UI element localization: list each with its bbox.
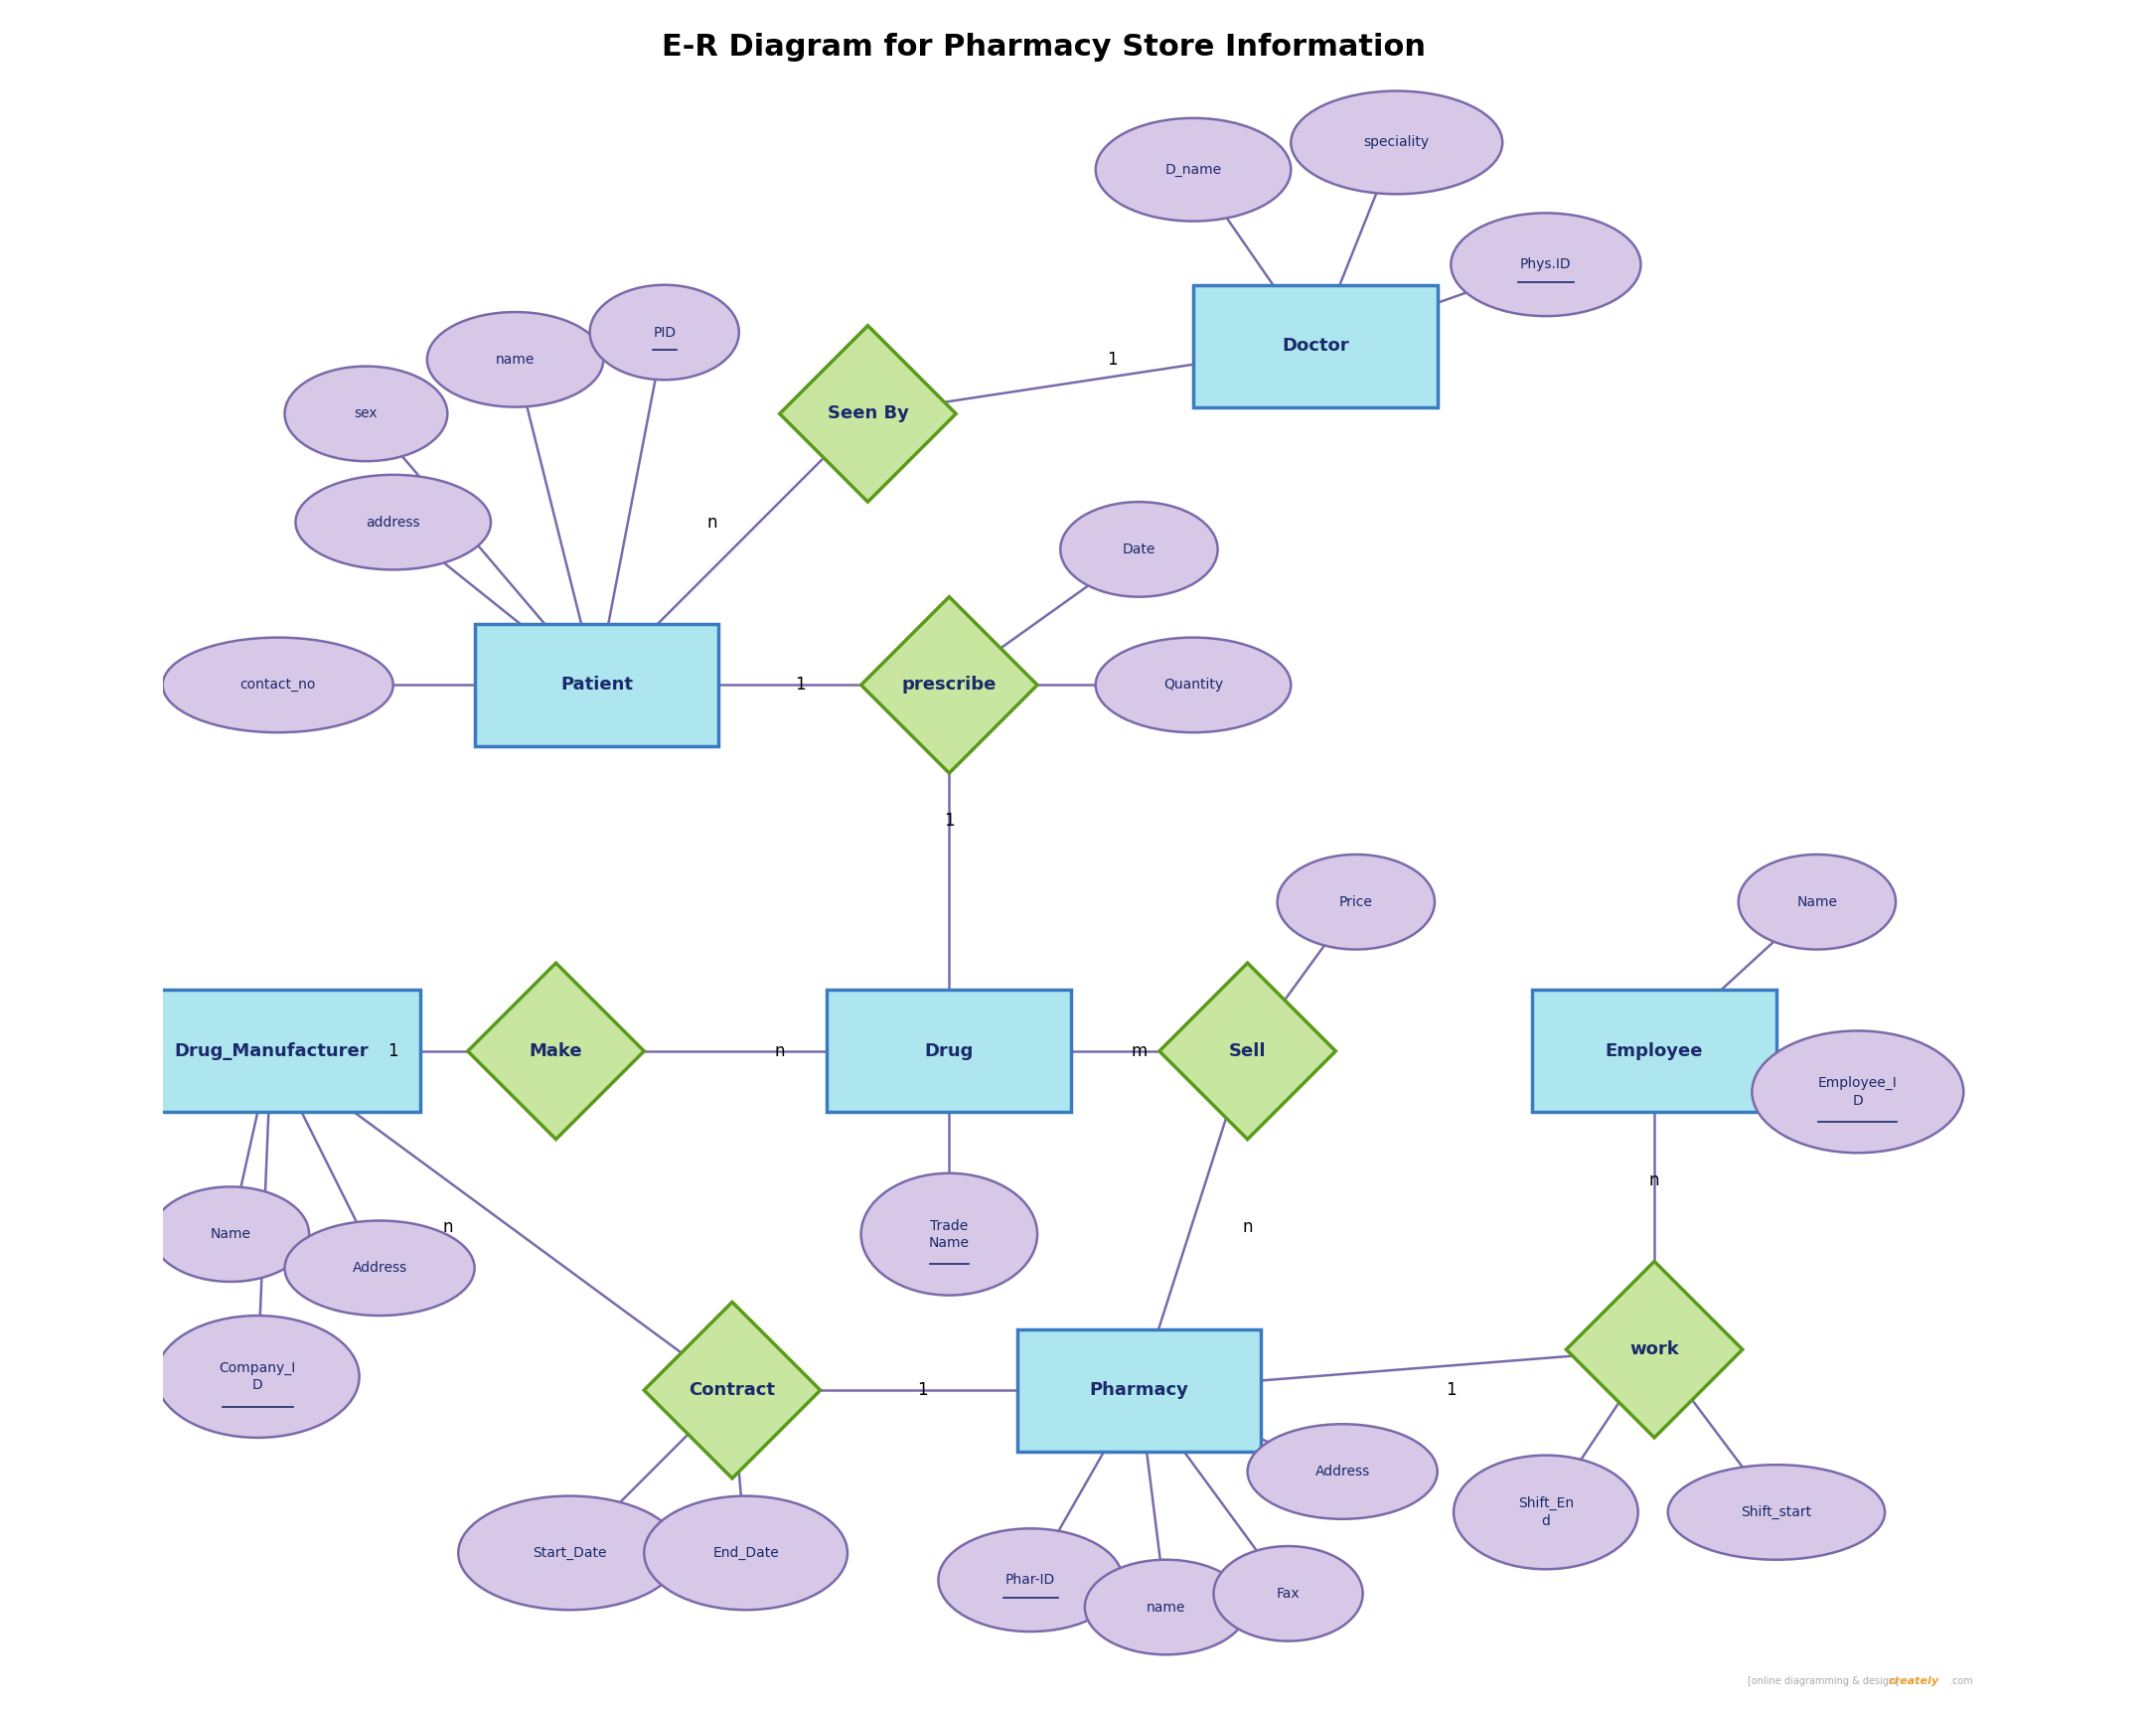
Ellipse shape: [151, 1186, 308, 1282]
Ellipse shape: [1291, 91, 1503, 195]
Text: Phar-ID: Phar-ID: [1005, 1572, 1056, 1588]
Text: contact_no: contact_no: [239, 678, 315, 692]
Text: Name: Name: [209, 1227, 250, 1241]
Text: Date: Date: [1123, 542, 1156, 557]
Text: name: name: [496, 352, 535, 366]
Text: Company_I
D: Company_I D: [220, 1360, 295, 1393]
Ellipse shape: [295, 475, 492, 569]
Ellipse shape: [591, 285, 740, 379]
Text: Quantity: Quantity: [1164, 678, 1222, 692]
Ellipse shape: [1276, 854, 1434, 950]
Text: n: n: [1242, 1219, 1253, 1236]
FancyBboxPatch shape: [1018, 1330, 1261, 1451]
Ellipse shape: [1061, 502, 1218, 596]
FancyBboxPatch shape: [828, 990, 1072, 1113]
Text: n: n: [442, 1219, 453, 1236]
Text: 1: 1: [796, 677, 806, 694]
FancyBboxPatch shape: [123, 990, 420, 1113]
Text: 1: 1: [1447, 1381, 1455, 1400]
Polygon shape: [780, 326, 955, 502]
Text: Patient: Patient: [561, 677, 634, 694]
Text: .com: .com: [1949, 1677, 1973, 1685]
Text: prescribe: prescribe: [901, 677, 996, 694]
Text: n: n: [1649, 1171, 1660, 1189]
Text: Address: Address: [351, 1261, 407, 1275]
Ellipse shape: [1738, 854, 1895, 950]
Text: Name: Name: [1796, 896, 1837, 909]
Text: Start_Date: Start_Date: [533, 1547, 606, 1560]
Ellipse shape: [938, 1528, 1123, 1632]
Text: Trade
Name: Trade Name: [929, 1219, 970, 1249]
Ellipse shape: [285, 1220, 474, 1316]
Text: name: name: [1147, 1600, 1186, 1613]
Text: Employee_I
D: Employee_I D: [1818, 1077, 1897, 1107]
Text: [online diagramming & design]: [online diagramming & design]: [1746, 1677, 1899, 1685]
Text: Phys.ID: Phys.ID: [1520, 258, 1572, 272]
Ellipse shape: [427, 313, 604, 407]
Text: Price: Price: [1339, 896, 1373, 909]
Ellipse shape: [1453, 1456, 1639, 1569]
Polygon shape: [1565, 1261, 1742, 1437]
Text: 1: 1: [1106, 350, 1117, 369]
Polygon shape: [860, 596, 1037, 772]
Text: Pharmacy: Pharmacy: [1089, 1381, 1188, 1400]
Polygon shape: [645, 1302, 819, 1478]
Ellipse shape: [1248, 1424, 1438, 1519]
Ellipse shape: [285, 366, 448, 461]
Text: 1: 1: [388, 1042, 399, 1060]
Text: PID: PID: [653, 325, 675, 340]
Ellipse shape: [162, 637, 392, 733]
Text: Doctor: Doctor: [1281, 337, 1350, 355]
Ellipse shape: [1753, 1031, 1964, 1154]
Ellipse shape: [1451, 214, 1641, 316]
Text: D_name: D_name: [1164, 162, 1222, 176]
Polygon shape: [468, 962, 645, 1140]
Ellipse shape: [645, 1495, 847, 1610]
Text: Employee: Employee: [1606, 1042, 1703, 1060]
Ellipse shape: [459, 1495, 681, 1610]
FancyBboxPatch shape: [474, 624, 718, 747]
Ellipse shape: [155, 1316, 360, 1437]
Text: End_Date: End_Date: [714, 1547, 778, 1560]
Text: Address: Address: [1315, 1465, 1369, 1478]
Ellipse shape: [1214, 1547, 1363, 1641]
Text: Shift_start: Shift_start: [1742, 1506, 1811, 1519]
Text: Drug_Manufacturer: Drug_Manufacturer: [175, 1042, 369, 1060]
Ellipse shape: [860, 1172, 1037, 1295]
Text: Contract: Contract: [690, 1381, 776, 1400]
Text: sex: sex: [354, 407, 377, 420]
Text: speciality: speciality: [1365, 135, 1429, 149]
Text: E-R Diagram for Pharmacy Store Information: E-R Diagram for Pharmacy Store Informati…: [662, 32, 1425, 62]
Text: n: n: [774, 1042, 785, 1060]
Text: Make: Make: [528, 1042, 582, 1060]
Text: n: n: [707, 513, 718, 531]
Text: 1: 1: [916, 1381, 927, 1400]
Text: Shift_En
d: Shift_En d: [1518, 1497, 1574, 1528]
Text: m: m: [1132, 1042, 1147, 1060]
Text: 1: 1: [944, 812, 955, 829]
FancyBboxPatch shape: [1533, 990, 1777, 1113]
Ellipse shape: [1669, 1465, 1884, 1560]
Text: Fax: Fax: [1276, 1586, 1300, 1601]
Ellipse shape: [1095, 637, 1291, 733]
Ellipse shape: [1095, 118, 1291, 220]
Ellipse shape: [1084, 1560, 1248, 1654]
Polygon shape: [1160, 962, 1337, 1140]
Text: Seen By: Seen By: [828, 405, 908, 422]
Text: creately: creately: [1889, 1677, 1938, 1685]
FancyBboxPatch shape: [1192, 285, 1438, 407]
Text: Drug: Drug: [925, 1042, 975, 1060]
Text: Sell: Sell: [1229, 1042, 1266, 1060]
Text: address: address: [367, 516, 420, 530]
Text: work: work: [1630, 1340, 1680, 1359]
